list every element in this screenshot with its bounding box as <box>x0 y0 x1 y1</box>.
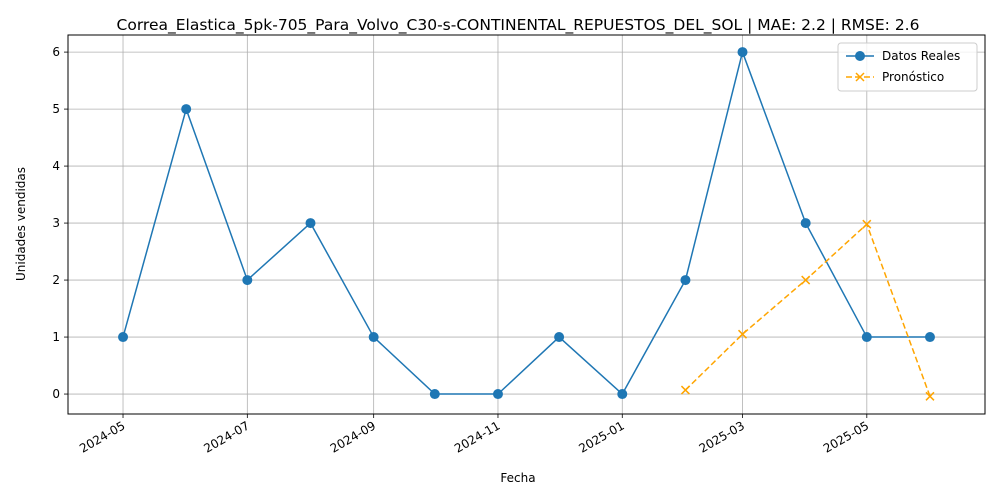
series-layer <box>118 47 935 401</box>
legend-item: Datos Reales <box>846 49 960 63</box>
data-point <box>680 385 690 395</box>
legend: Datos Reales Pronóstico <box>837 42 978 92</box>
data-point <box>861 332 872 343</box>
x-tick-label: 2025-03 <box>697 418 747 455</box>
x-tick-label: 2024-07 <box>201 418 251 455</box>
data-point <box>737 329 748 339</box>
series-line <box>122 49 930 396</box>
data-point <box>801 275 811 285</box>
y-tick-label: 0 <box>52 387 60 401</box>
y-tick-label: 4 <box>52 159 60 173</box>
data-point <box>925 391 935 401</box>
legend-marker <box>855 72 865 82</box>
data-point <box>429 389 440 400</box>
legend-box <box>837 42 978 92</box>
series-datos-reales <box>118 47 935 400</box>
x-tick-label: 2024-11 <box>452 418 502 455</box>
data-point <box>181 104 192 115</box>
data-point <box>368 332 379 343</box>
data-point <box>617 389 628 400</box>
x-axis-label: Fecha <box>500 471 535 485</box>
series-pronostico <box>680 219 935 401</box>
legend-marker <box>855 51 865 61</box>
data-point <box>862 219 872 229</box>
data-point <box>680 275 691 286</box>
data-point <box>554 332 565 343</box>
plot-frame <box>67 34 986 415</box>
y-tick-label: 1 <box>52 330 60 344</box>
legend-label: Pronóstico <box>882 70 944 84</box>
data-point <box>305 218 316 229</box>
data-point <box>924 332 935 343</box>
x-tick-label: 2025-01 <box>576 418 626 455</box>
x-tick-label: 2024-09 <box>328 418 378 455</box>
series-line <box>684 222 931 397</box>
y-tick-label: 5 <box>52 102 60 116</box>
legend-label: Datos Reales <box>882 49 960 63</box>
y-tick-label: 6 <box>52 45 60 59</box>
y-tick-label: 2 <box>52 273 60 287</box>
data-point <box>737 47 748 58</box>
grid <box>68 35 985 414</box>
x-tick-label: 2025-05 <box>821 418 871 455</box>
y-axis-label: Unidades vendidas <box>14 167 28 281</box>
data-point <box>118 332 129 343</box>
legend-item: Pronóstico <box>846 70 944 84</box>
data-point <box>800 218 811 229</box>
x-tick-label: 2024-05 <box>77 418 127 455</box>
chart-title: Correa_Elastica_5pk-705_Para_Volvo_C30-s… <box>117 16 920 35</box>
data-point <box>492 389 503 400</box>
y-tick-label: 3 <box>52 216 60 230</box>
data-point <box>242 275 253 286</box>
